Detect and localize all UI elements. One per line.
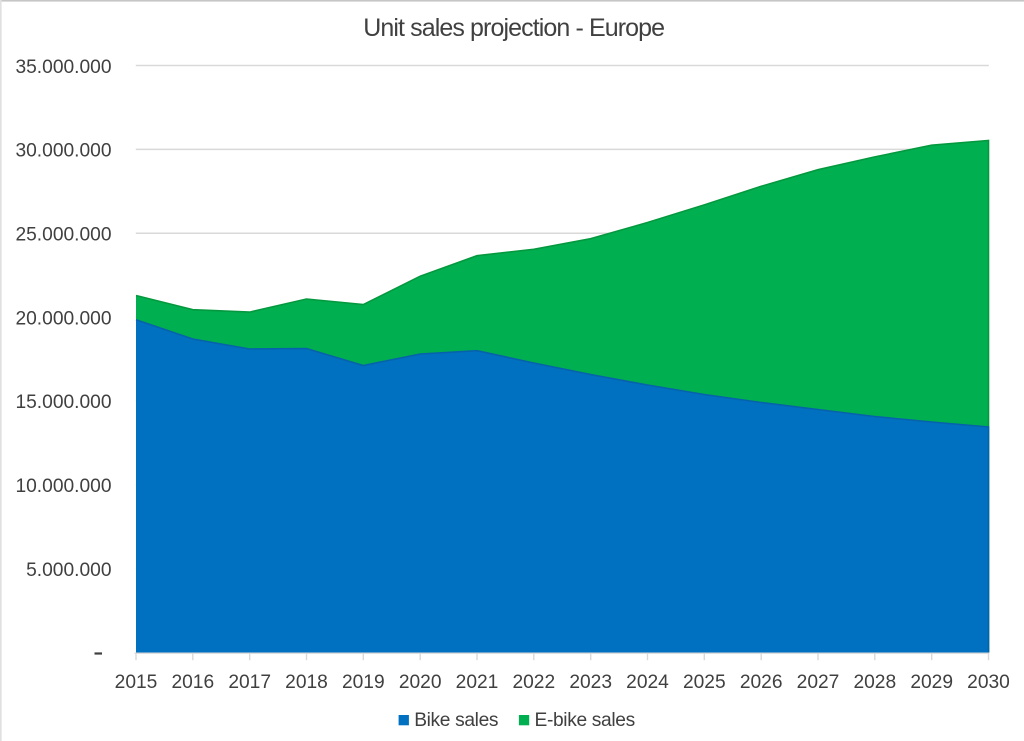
svg-text:30.000.000: 30.000.000 [15, 141, 111, 162]
svg-text:2017: 2017 [228, 672, 271, 693]
svg-text:2026: 2026 [740, 672, 783, 693]
svg-text:2029: 2029 [910, 672, 953, 693]
svg-text:2018: 2018 [285, 672, 328, 693]
svg-text:5.000.000: 5.000.000 [26, 560, 111, 581]
svg-text:15.000.000: 15.000.000 [15, 392, 111, 413]
svg-text:2021: 2021 [456, 672, 499, 693]
svg-text:20.000.000: 20.000.000 [15, 308, 111, 329]
svg-text:2025: 2025 [683, 672, 726, 693]
svg-text:2019: 2019 [342, 672, 385, 693]
svg-text:35.000.000: 35.000.000 [15, 57, 111, 78]
svg-text:Unit sales projection - Europe: Unit sales projection - Europe [363, 14, 664, 42]
svg-text:2016: 2016 [171, 672, 214, 693]
svg-text:2023: 2023 [569, 672, 612, 693]
svg-text:2030: 2030 [967, 672, 1010, 693]
svg-text:Bike sales: Bike sales [414, 710, 498, 731]
svg-text:2024: 2024 [626, 672, 669, 693]
svg-text:E-bike sales: E-bike sales [535, 710, 635, 731]
svg-text:10.000.000: 10.000.000 [15, 476, 111, 497]
svg-text:25.000.000: 25.000.000 [15, 225, 111, 246]
svg-text:2028: 2028 [853, 672, 896, 693]
svg-text:2020: 2020 [399, 672, 442, 693]
svg-text:2015: 2015 [115, 672, 158, 693]
svg-text:2022: 2022 [512, 672, 555, 693]
svg-text:2027: 2027 [797, 672, 840, 693]
